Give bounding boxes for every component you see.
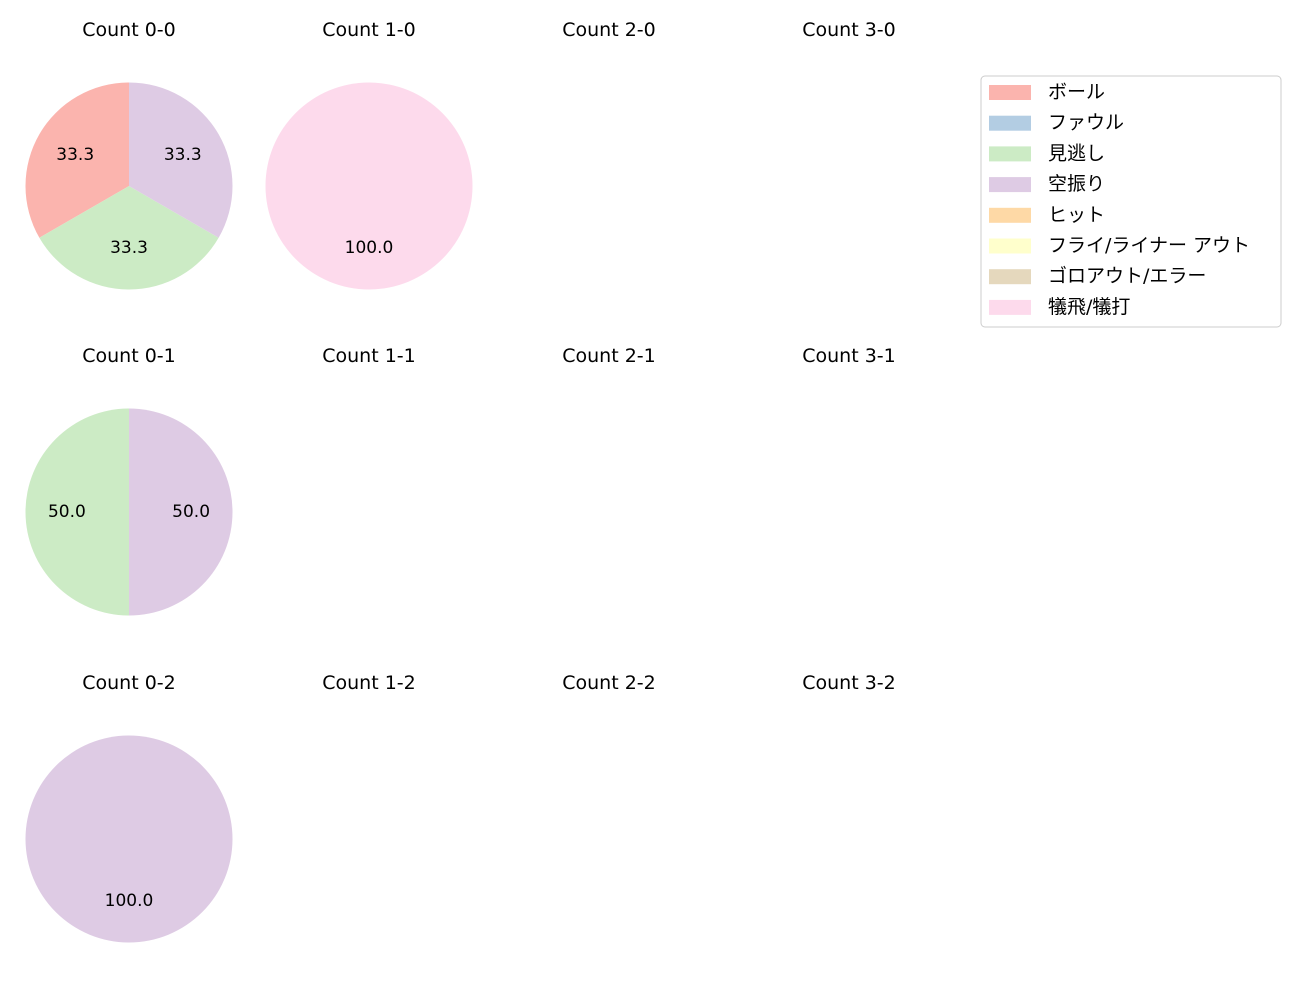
legend-label: 空振り	[1048, 173, 1105, 195]
panel-title: Count 3-1	[802, 345, 896, 367]
panel-title: Count 0-0	[82, 19, 176, 41]
pie-panel-count-1-1: Count 1-1	[322, 345, 416, 367]
pie-panel-count-2-1: Count 2-1	[562, 345, 656, 367]
pie-slice	[25, 82, 130, 238]
pie-panel-count-1-0: Count 1-0 100.0	[265, 19, 473, 290]
pie-panel-count-0-2: Count 0-2 100.0	[25, 672, 233, 943]
legend-frame	[980, 75, 1282, 328]
panel-title: Count 1-2	[322, 672, 416, 694]
legend-swatch	[989, 85, 1031, 100]
legend-swatch	[989, 177, 1031, 193]
legend-swatch	[989, 269, 1031, 285]
legend-label: 見逃し	[1048, 142, 1105, 164]
panel-title: Count 2-1	[562, 345, 656, 367]
legend-label: ゴロアウト/エラー	[1048, 265, 1206, 287]
legend-item: 空振り	[989, 173, 1105, 195]
slice-percent-label: 100.0	[105, 891, 154, 911]
pie-panel-count-0-0: Count 0-0 33.3 33.3 33.3	[25, 19, 233, 290]
legend-label: 犠飛/犠打	[1048, 296, 1130, 318]
pie-slice	[265, 82, 473, 290]
legend-item: ボール	[989, 81, 1105, 103]
slice-percent-label: 33.3	[56, 145, 94, 165]
legend-item: ヒット	[989, 204, 1105, 226]
legend-item: 犠飛/犠打	[989, 296, 1130, 318]
slice-percent-label: 50.0	[48, 502, 86, 522]
panel-title: Count 0-2	[82, 672, 176, 694]
pie-slice	[25, 735, 233, 943]
pie-panel-count-3-0: Count 3-0	[802, 19, 896, 41]
pie-panel-count-0-1: Count 0-1 50.0 50.0	[25, 345, 233, 616]
legend-swatch	[989, 299, 1031, 315]
legend-swatch	[989, 238, 1031, 254]
slice-percent-label: 33.3	[110, 238, 148, 258]
panel-title: Count 2-0	[562, 19, 656, 41]
panel-title: Count 1-1	[322, 345, 416, 367]
pie-panel-count-3-2: Count 3-2	[802, 672, 896, 694]
pie-panel-count-1-2: Count 1-2	[322, 672, 416, 694]
panel-title: Count 1-0	[322, 19, 416, 41]
slice-percent-label: 50.0	[172, 502, 210, 522]
slice-percent-label: 100.0	[345, 238, 394, 258]
legend-label: ボール	[1048, 81, 1105, 103]
legend-swatch	[989, 207, 1031, 223]
legend-label: フライ/ライナー アウト	[1048, 235, 1250, 257]
pie-slice	[25, 408, 130, 616]
legend-item: ファウル	[989, 112, 1124, 134]
panel-title: Count 3-0	[802, 19, 896, 41]
legend-label: ヒット	[1048, 204, 1105, 226]
legend-item: フライ/ライナー アウト	[989, 235, 1250, 257]
legend-item: 見逃し	[989, 142, 1105, 164]
pie-slice	[129, 408, 233, 616]
pie-panel-count-3-1: Count 3-1	[802, 345, 896, 367]
legend-swatch	[989, 146, 1031, 162]
pie-slice	[129, 82, 233, 238]
pie-slice	[39, 186, 219, 290]
panel-title: Count 2-2	[562, 672, 656, 694]
panel-title: Count 3-2	[802, 672, 896, 694]
slice-percent-label: 33.3	[164, 145, 202, 165]
pie-panel-count-2-2: Count 2-2	[562, 672, 656, 694]
legend-swatch	[989, 115, 1031, 131]
legend-item: ゴロアウト/エラー	[989, 265, 1206, 287]
legend-label: ファウル	[1048, 112, 1124, 134]
panel-title: Count 0-1	[82, 345, 176, 367]
pie-panel-count-2-0: Count 2-0	[562, 19, 656, 41]
